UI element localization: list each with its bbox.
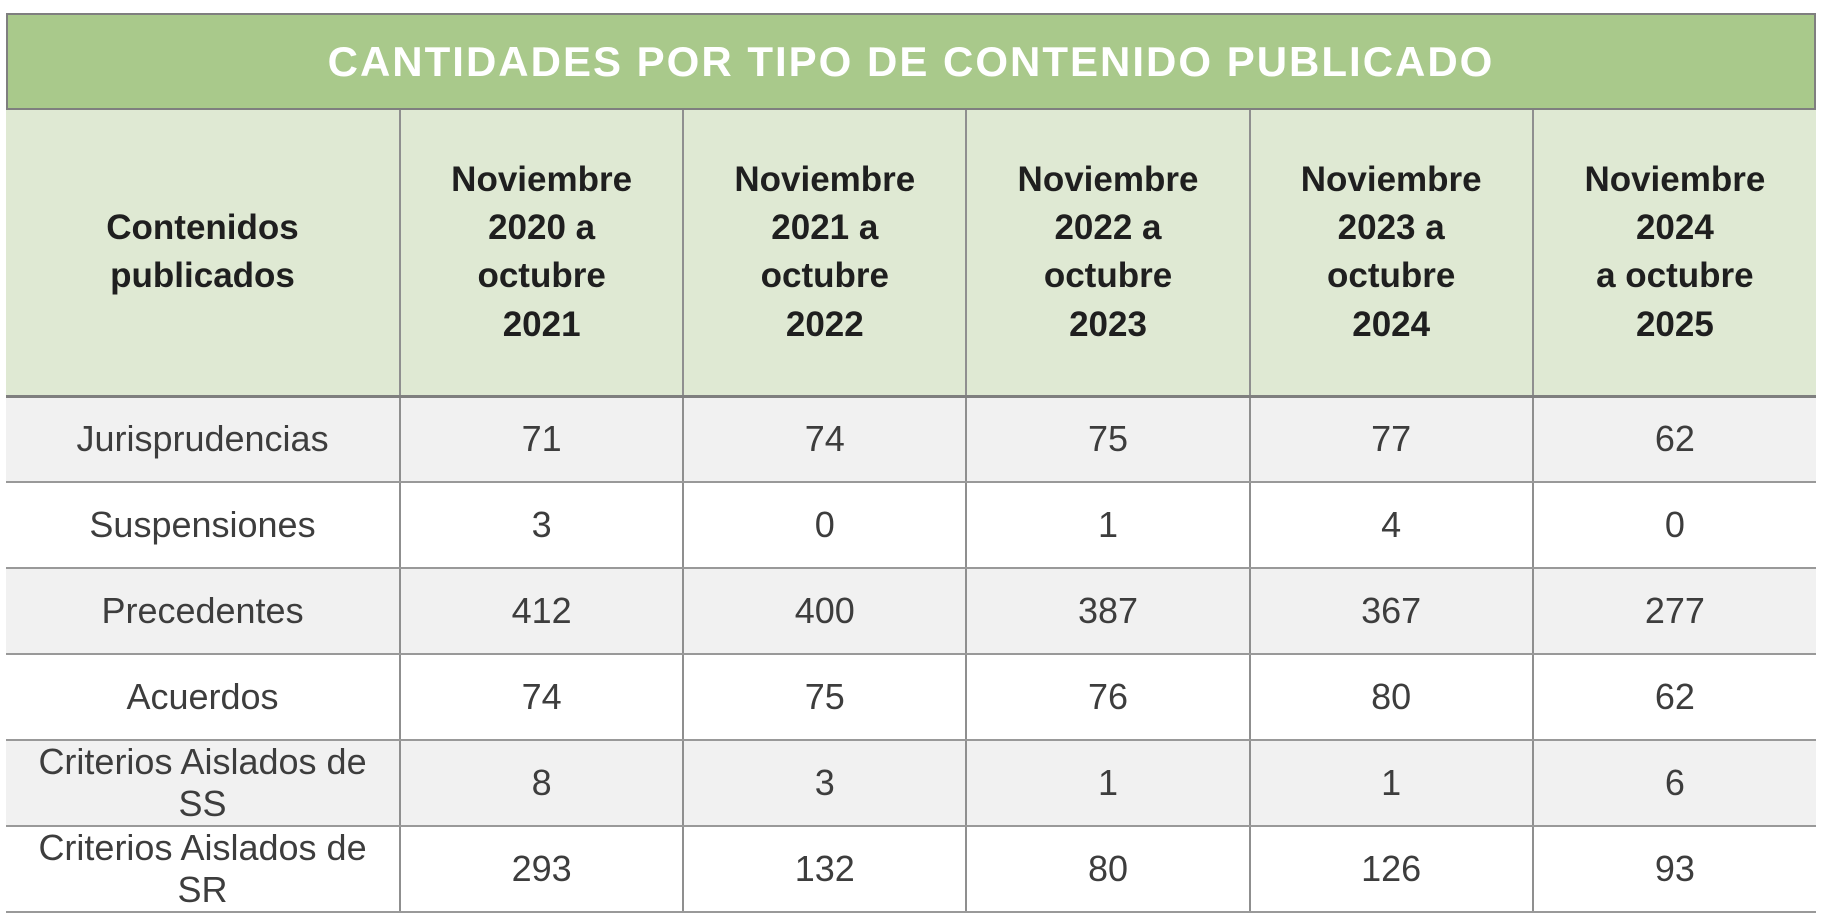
cell-value: 1 <box>966 740 1251 827</box>
cell-value: 76 <box>966 654 1251 741</box>
cell-value: 93 <box>1532 826 1816 913</box>
cell-value: 132 <box>683 826 968 913</box>
cell-value: 77 <box>1249 396 1534 483</box>
row-label: Suspensiones <box>6 482 402 569</box>
cell-value: 387 <box>966 568 1251 655</box>
content-counts-table: Contenidos publicados Noviembre 2020 a o… <box>6 110 1816 913</box>
table-row-precedentes: Precedentes 412 400 387 367 277 <box>6 568 1816 655</box>
column-header-period-2020-2021: Noviembre 2020 a octubre 2021 <box>400 110 685 398</box>
cell-value: 80 <box>966 826 1251 913</box>
column-header-contenidos: Contenidos publicados <box>6 110 402 398</box>
cell-value: 400 <box>683 568 968 655</box>
cell-value: 277 <box>1532 568 1816 655</box>
cell-value: 80 <box>1249 654 1534 741</box>
row-label: Criterios Aislados de SS <box>6 740 402 827</box>
table-row-criterios-aislados-sr: Criterios Aislados de SR 293 132 80 126 … <box>6 826 1816 913</box>
row-label: Criterios Aislados de SR <box>6 826 402 913</box>
cell-value: 412 <box>400 568 685 655</box>
cell-value: 75 <box>683 654 968 741</box>
cell-value: 3 <box>400 482 685 569</box>
column-header-period-2023-2024: Noviembre 2023 a octubre 2024 <box>1249 110 1534 398</box>
cell-value: 62 <box>1532 654 1816 741</box>
cell-value: 126 <box>1249 826 1534 913</box>
column-header-period-2022-2023: Noviembre 2022 a octubre 2023 <box>966 110 1251 398</box>
header-row: Contenidos publicados Noviembre 2020 a o… <box>6 110 1816 398</box>
row-label: Acuerdos <box>6 654 402 741</box>
column-header-period-2021-2022: Noviembre 2021 a octubre 2022 <box>683 110 968 398</box>
cell-value: 71 <box>400 396 685 483</box>
cell-value: 8 <box>400 740 685 827</box>
table-body: Jurisprudencias 71 74 75 77 62 Suspensio… <box>6 396 1816 913</box>
published-content-table: CANTIDADES POR TIPO DE CONTENIDO PUBLICA… <box>6 13 1816 913</box>
cell-value: 75 <box>966 396 1251 483</box>
cell-value: 3 <box>683 740 968 827</box>
cell-value: 293 <box>400 826 685 913</box>
cell-value: 0 <box>1532 482 1816 569</box>
table-row-criterios-aislados-ss: Criterios Aislados de SS 8 3 1 1 6 <box>6 740 1816 827</box>
cell-value: 0 <box>683 482 968 569</box>
row-label: Jurisprudencias <box>6 396 402 483</box>
table-row-jurisprudencias: Jurisprudencias 71 74 75 77 62 <box>6 396 1816 483</box>
table-title-bar: CANTIDADES POR TIPO DE CONTENIDO PUBLICA… <box>6 13 1816 110</box>
table-title: CANTIDADES POR TIPO DE CONTENIDO PUBLICA… <box>327 37 1495 85</box>
cell-value: 74 <box>400 654 685 741</box>
row-label: Precedentes <box>6 568 402 655</box>
cell-value: 74 <box>683 396 968 483</box>
cell-value: 1 <box>1249 740 1534 827</box>
cell-value: 1 <box>966 482 1251 569</box>
column-header-period-2024-2025: Noviembre 2024 a octubre 2025 <box>1532 110 1816 398</box>
cell-value: 4 <box>1249 482 1534 569</box>
table-header: Contenidos publicados Noviembre 2020 a o… <box>6 110 1816 398</box>
cell-value: 367 <box>1249 568 1534 655</box>
cell-value: 6 <box>1532 740 1816 827</box>
table-row-acuerdos: Acuerdos 74 75 76 80 62 <box>6 654 1816 741</box>
table-row-suspensiones: Suspensiones 3 0 1 4 0 <box>6 482 1816 569</box>
cell-value: 62 <box>1532 396 1816 483</box>
